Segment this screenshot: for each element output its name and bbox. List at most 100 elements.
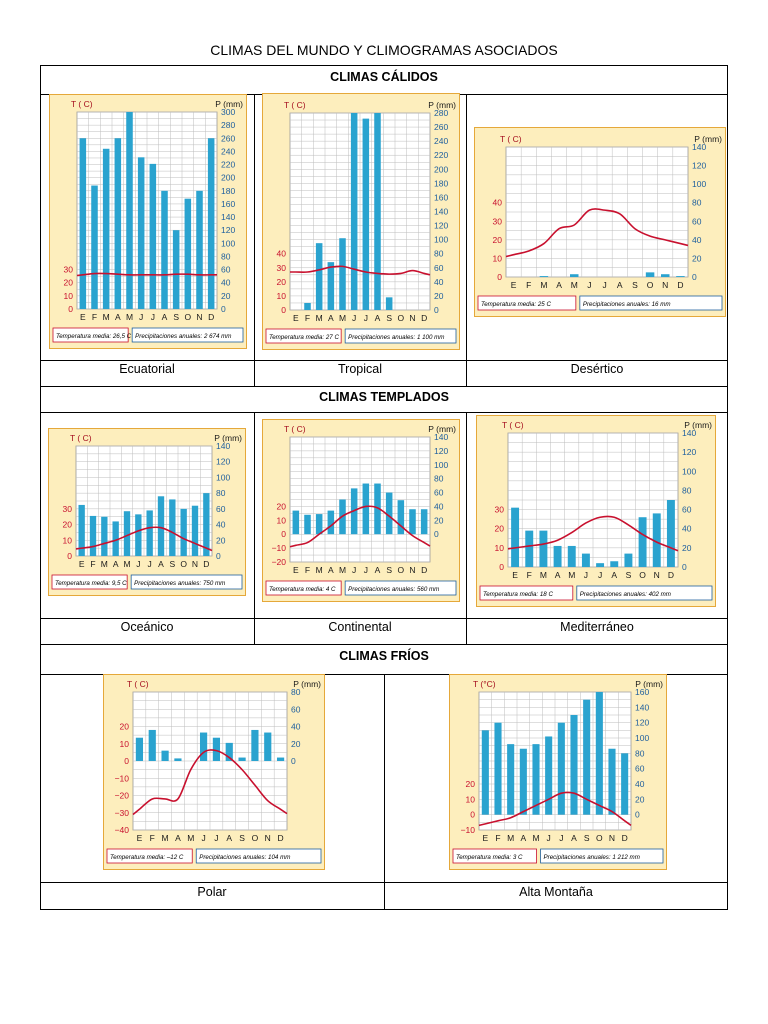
climogram-tropical: T ( C) P (mm) 0 20 40 60 80 100 120 140 160 180 200 2… [262, 93, 460, 350]
precipitation-bar [304, 514, 311, 535]
temperature-tick-label: 10 [277, 515, 287, 525]
temperature-axis-title: T ( C) [127, 679, 149, 689]
precipitation-bar [251, 729, 259, 761]
temperature-axis-title: T ( C) [71, 99, 93, 109]
month-tick-label: E [293, 313, 299, 323]
month-tick-label: F [495, 833, 500, 843]
precipitation-tick-label: 0 [635, 810, 640, 820]
precipitation-bar [292, 510, 300, 535]
temperature-summary: Temperatura media: 3 C [456, 854, 523, 861]
temperature-summary-box [52, 327, 129, 343]
precipitation-bar [409, 509, 416, 535]
month-tick-label: F [305, 565, 310, 575]
month-tick-label: A [375, 313, 381, 323]
temperature-tick-label: 30 [277, 263, 287, 273]
precipitation-bar [225, 742, 233, 761]
label-polar: Polar [197, 885, 227, 899]
precipitation-summary-box [344, 328, 457, 344]
temperature-tick-label: 20 [493, 235, 503, 245]
month-tick-label: E [137, 833, 143, 843]
precipitation-bar [610, 561, 619, 567]
precipitation-tick-label: 120 [682, 447, 696, 457]
temperature-tick-label: −10 [461, 825, 476, 835]
precipitation-tick-label: 20 [682, 543, 692, 553]
precipitation-axis-title: P (mm) [635, 679, 663, 689]
precipitation-bar [191, 505, 199, 556]
month-tick-label: S [584, 833, 590, 843]
month-tick-label: J [547, 833, 551, 843]
precipitation-axis-title: P (mm) [428, 424, 456, 434]
precipitation-tick-label: 220 [434, 150, 448, 160]
month-tick-label: O [180, 559, 187, 569]
month-tick-label: J [364, 313, 368, 323]
precipitation-bar [196, 190, 203, 309]
precipitation-tick-label: 60 [291, 704, 301, 714]
precipitation-tick-label: 160 [221, 199, 235, 209]
precipitation-bar [362, 118, 370, 310]
temperature-summary-box [106, 848, 193, 864]
precipitation-bar [676, 276, 685, 277]
temperature-summary: Temperatura media: –12 C [110, 854, 184, 861]
precipitation-bar [581, 553, 590, 567]
precipitation-bar [374, 113, 381, 310]
month-tick-label: S [386, 313, 392, 323]
precipitation-tick-label: 80 [221, 251, 231, 261]
precipitation-tick-label: 0 [434, 305, 439, 315]
month-tick-label: D [203, 559, 209, 569]
section-climas-calidos: CLIMAS CÁLIDOS [330, 70, 438, 84]
month-tick-label: E [511, 280, 517, 290]
precipitation-bar [199, 732, 208, 761]
precipitation-tick-label: 60 [682, 505, 692, 515]
precipitation-bar [91, 185, 98, 309]
precipitation-bar [362, 483, 370, 535]
month-tick-label: J [559, 833, 563, 843]
precipitation-bar [123, 511, 131, 556]
precipitation-tick-label: 0 [682, 562, 687, 572]
month-tick-label: F [150, 833, 155, 843]
precipitation-bar [102, 148, 110, 309]
precipitation-tick-label: 100 [692, 179, 706, 189]
precipitation-tick-label: 120 [434, 221, 448, 231]
temperature-tick-label: 30 [495, 505, 505, 515]
precipitation-bar [595, 692, 603, 815]
month-tick-label: D [668, 570, 674, 580]
precipitation-bar [212, 737, 221, 761]
month-tick-label: M [187, 833, 194, 843]
temperature-axis-title: T ( C) [500, 134, 522, 144]
precipitation-bar [570, 715, 578, 815]
precipitation-tick-label: 120 [221, 225, 235, 235]
precipitation-tick-label: 200 [434, 164, 448, 174]
climogram-oceanico: T ( C) P (mm) 0 20 40 60 80 100 120 140 0 10 20 30 E F M… [48, 428, 246, 596]
precipitation-bar [397, 500, 405, 535]
precipitation-summary: Precipitaciones anuales: 1 100 mm [348, 334, 444, 341]
precipitation-tick-label: 0 [291, 756, 296, 766]
month-tick-label: J [201, 833, 205, 843]
precipitation-bar [126, 112, 133, 309]
month-tick-label: D [677, 280, 683, 290]
temperature-tick-label: −30 [115, 808, 130, 818]
climogram-desertico: T ( C) P (mm) 0 20 40 60 80 100 120 140 0 10 20 30 40 E… [474, 127, 726, 317]
precipitation-bar [135, 737, 144, 761]
precipitation-tick-label: 20 [692, 253, 702, 263]
month-tick-label: J [151, 312, 155, 322]
label-continental: Continental [328, 620, 392, 634]
chart-svg-alta_montana: T (°C) P (mm) 0 20 40 60 80 100 120 140 160 −10 0 10 2… [449, 674, 667, 870]
month-tick-label: J [148, 559, 152, 569]
temperature-tick-label: 0 [470, 810, 475, 820]
temperature-axis-title: T ( C) [70, 433, 92, 443]
month-tick-label: D [208, 312, 214, 322]
temperature-tick-label: 10 [63, 535, 73, 545]
precipitation-summary-box [579, 295, 723, 311]
temperature-summary-box [265, 328, 342, 344]
month-tick-label: M [532, 833, 539, 843]
month-tick-label: O [639, 570, 646, 580]
precipitation-bar [666, 500, 675, 567]
precipitation-bar [385, 492, 393, 535]
precipitation-bar [180, 508, 187, 556]
precipitation-tick-label: 20 [291, 739, 301, 749]
precipitation-axis-title: P (mm) [214, 433, 242, 443]
temperature-summary: Temperatura media: 27 C [269, 334, 339, 341]
temperature-tick-label: −20 [115, 791, 130, 801]
precipitation-tick-label: 140 [216, 441, 230, 451]
